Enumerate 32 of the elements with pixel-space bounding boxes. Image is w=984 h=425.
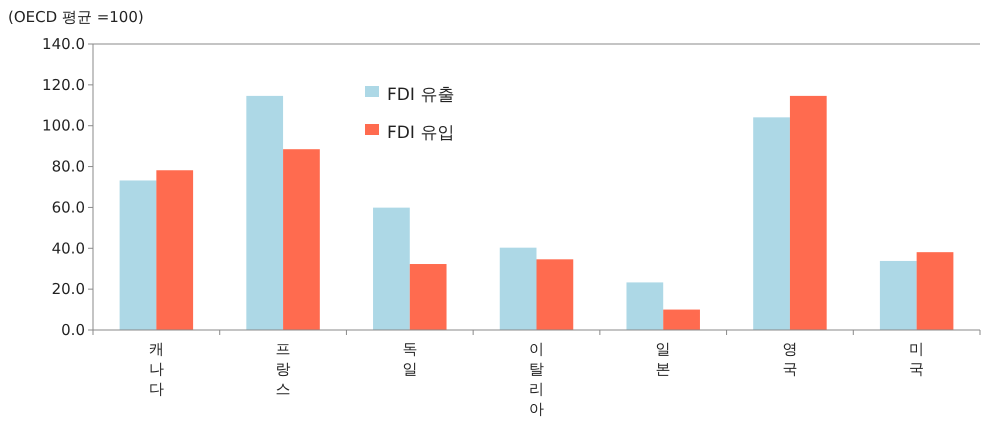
legend-label: FDI 유출 — [387, 85, 454, 105]
bar — [373, 208, 410, 330]
bar — [120, 180, 156, 330]
bar — [790, 96, 827, 330]
x-tick-label: 이탈리아 — [529, 340, 544, 418]
x-tick-label: 미국 — [909, 340, 924, 378]
bar — [753, 117, 790, 330]
y-tick-label: 0.0 — [61, 321, 85, 339]
y-tick-label: 80.0 — [52, 158, 85, 176]
bar — [410, 264, 447, 330]
bar — [536, 259, 574, 330]
legend-label: FDI 유입 — [387, 123, 454, 143]
y-tick-label: 60.0 — [52, 198, 85, 216]
bar — [283, 149, 320, 330]
bar — [663, 310, 700, 330]
bar — [246, 96, 284, 330]
y-tick-label: 20.0 — [52, 280, 85, 298]
bar — [500, 248, 536, 330]
x-tick-label: 프랑스 — [276, 340, 291, 398]
bar — [916, 252, 954, 330]
y-tick-label: 120.0 — [42, 76, 85, 94]
x-tick-label: 일본 — [656, 340, 671, 378]
y-axis-title: (OECD 평균 =100) — [8, 8, 144, 26]
y-tick-label: 40.0 — [52, 239, 85, 258]
bar — [156, 170, 194, 330]
x-tick-label: 독일 — [402, 340, 418, 378]
y-tick-label: 140.0 — [42, 35, 85, 53]
bar — [880, 260, 917, 330]
y-tick-label: 100.0 — [42, 116, 85, 135]
bar — [626, 282, 664, 330]
x-tick-label: 캐나다 — [148, 340, 164, 398]
x-tick-label: 영국 — [782, 340, 798, 378]
